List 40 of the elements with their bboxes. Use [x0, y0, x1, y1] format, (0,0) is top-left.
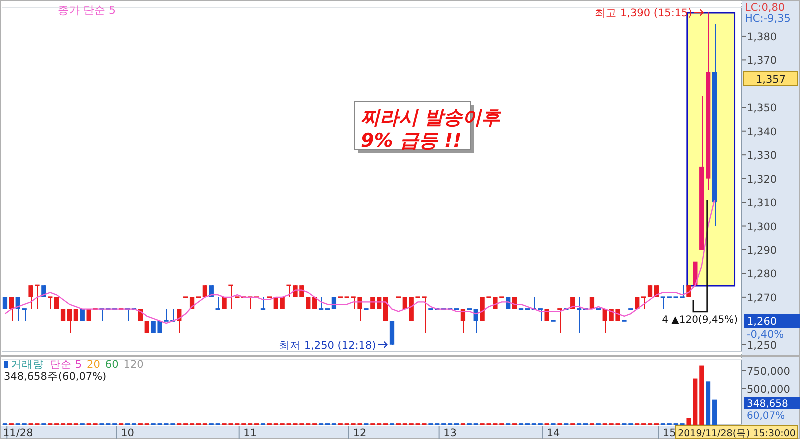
y-tick-label: 1,290: [747, 244, 778, 257]
x-tick-label: 11: [244, 428, 258, 439]
annotation: 348,658주(60,07%): [4, 371, 107, 383]
text: 1,260: [747, 316, 778, 328]
text: HC:-9,35: [745, 13, 791, 25]
x-tick-label: 10: [121, 428, 134, 439]
y-tick-label: 500,000: [747, 384, 790, 396]
annotation: 단순 5: [50, 359, 82, 371]
y-tick-label: 1,320: [747, 174, 778, 186]
text: 348,658: [747, 399, 788, 410]
legend-label: 거래량: [11, 359, 44, 371]
annotation: 60: [105, 359, 119, 371]
annotation: 찌라시 발송이후 9% 급등 !!: [361, 107, 503, 152]
y-tick-label: 1,250: [747, 340, 778, 352]
y-tick-label: 1,340: [747, 126, 778, 138]
text: 60,07%: [747, 411, 786, 422]
y-tick-label: 1,270: [747, 292, 778, 304]
text: LC:0,80: [745, 2, 786, 14]
y-tick-label: 1,350: [747, 102, 778, 115]
text: 종가 단순 5: [58, 4, 116, 17]
annotation: 4 ▲120(9,45%): [662, 315, 738, 326]
x-tick-label: 12: [353, 428, 367, 439]
y-tick-label: 750,000: [747, 366, 790, 378]
y-tick-label: 1,310: [747, 198, 778, 210]
annotation: 최고 1,390 (15:15): [595, 8, 692, 20]
y-tick-label: 1,380: [747, 31, 778, 44]
annotation: 최저 1,250 (12:18): [279, 340, 376, 352]
x-tick-label: 11/28: [2, 428, 34, 439]
text: 1,357: [756, 74, 786, 86]
annotation: 20: [87, 359, 100, 371]
text: 2019/11/28(목) 15:30:00: [678, 428, 796, 439]
x-tick-label: 13: [444, 428, 457, 439]
x-tick-label: 14: [546, 428, 561, 439]
x-tick-label: 15: [662, 428, 676, 439]
y-tick-label: 1,370: [747, 55, 778, 68]
text: -0,40%: [747, 329, 784, 341]
y-tick-label: 1,280: [747, 268, 778, 281]
y-tick-label: 1,300: [747, 221, 778, 234]
y-tick-label: 1,330: [747, 150, 778, 162]
annotation: 120: [124, 359, 144, 371]
